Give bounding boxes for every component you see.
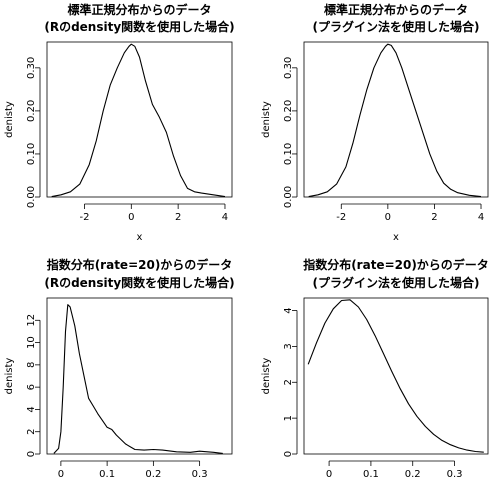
density-line [53,304,223,454]
x-tick-label: -2 [336,212,346,223]
x-tick-label: 0 [128,212,134,223]
y-tick-label: 0.00 [26,186,37,208]
chart-panel-4: 指数分布(rate=20)からのデータ (プラグイン法を使用した場合) 0 0.1 0.… [261,257,489,480]
x-tick-label: 0 [385,212,391,223]
plot-frame [303,297,489,455]
y-tick-label: 10 [26,336,37,349]
y-tick-label: 4 [283,307,294,313]
y-tick-label: 0 [283,451,294,457]
x-axis-label: x [393,232,399,243]
y-tick-label: 2 [26,429,37,435]
y-tick-label: 0.30 [283,57,294,79]
plot-frame [303,41,489,198]
x-tick-label: 4 [222,212,228,223]
y-axis-label: denisty [4,358,15,395]
y-tick-label: 4 [26,406,37,412]
y-tick-label: 8 [26,362,37,368]
y-tick-label: 0.20 [283,100,294,122]
chart-subtitle: (プラグイン法を使用した場合) [313,19,480,34]
x-tick-label: 4 [478,212,484,223]
density-line [308,43,482,198]
density-line [307,299,484,453]
chart-title: 指数分布(rate=20)からのデータ [303,257,489,272]
x-tick-label: 0.1 [99,469,115,480]
y-tick-label: 0.30 [26,57,37,79]
y-axis-label: denisty [261,101,272,138]
x-tick-label: 0 [326,469,332,480]
x-tick-label: 0 [58,469,64,480]
y-tick-label: 0.00 [283,186,294,208]
chart-title: 標準正規分布からのデータ [324,2,468,17]
x-tick-label: 0.3 [447,469,463,480]
chart-panel-1: 標準正規分布からのデータ (Rのdensity関数を使用した場合) -2 0 2 4 0.0… [4,2,235,243]
x-tick-label: 0.3 [192,469,208,480]
plot-frame [46,297,233,455]
chart-title: 標準正規分布からのデータ [67,2,211,17]
x-tick-label: 2 [431,212,437,223]
y-tick-label: 0.20 [26,100,37,122]
y-tick-label: 6 [26,384,37,390]
x-tick-label: 0.2 [405,469,421,480]
chart-subtitle: (Rのdensity関数を使用した場合) [44,19,234,34]
plot-frame [46,41,233,198]
chart-subtitle: (Rのdensity関数を使用した場合) [44,275,234,290]
density-line [51,43,226,198]
y-tick-label: 0.10 [26,143,37,165]
y-axis-label: denisty [261,358,272,395]
chart-panel-2: 標準正規分布からのデータ (プラグイン法を使用した場合) -2 0 2 4 0.00 0.10… [261,2,489,243]
chart-title: 指数分布(rate=20)からのデータ [47,257,233,272]
x-tick-label: 0.2 [145,469,161,480]
y-tick-label: 2 [283,379,294,385]
x-tick-label: -2 [79,212,89,223]
x-tick-label: 0.1 [363,469,379,480]
y-tick-label: 0.10 [283,143,294,165]
x-tick-label: 2 [175,212,181,223]
x-axis-label: x [137,232,143,243]
chart-panel-3: 指数分布(rate=20)からのデータ (Rのdensity関数を使用した場合) 0… [4,257,235,480]
y-tick-label: 0 [26,451,37,457]
y-tick-label: 12 [26,314,37,327]
y-tick-label: 3 [283,343,294,349]
y-tick-label: 1 [283,415,294,421]
chart-subtitle: (プラグイン法を使用した場合) [313,275,480,290]
y-axis-label: denisty [4,101,15,138]
